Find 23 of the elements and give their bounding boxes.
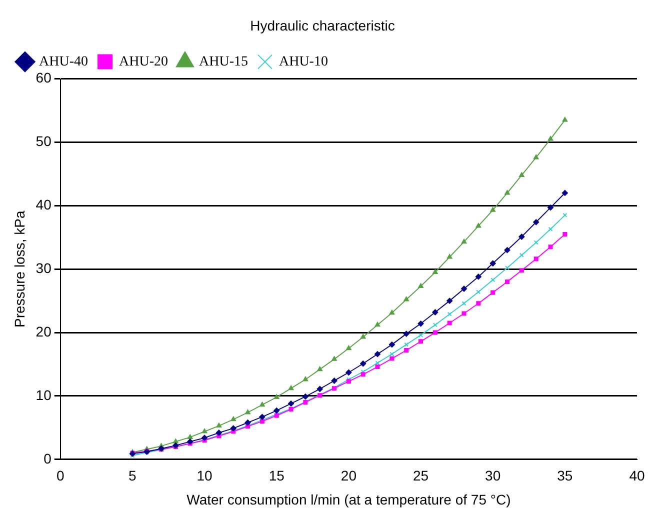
- legend-label: AHU-40: [39, 54, 88, 70]
- x-tick-label: 15: [268, 468, 285, 484]
- y-tick-label: 10: [36, 386, 52, 403]
- legend-label: AHU-15: [198, 54, 248, 70]
- y-tick-label: 40: [36, 196, 52, 213]
- x-tick-label: 30: [485, 468, 501, 484]
- legend-label: AHU-10: [278, 54, 328, 70]
- y-tick-label: 50: [36, 133, 52, 150]
- y-tick-label: 20: [36, 323, 52, 340]
- legend-label: AHU-20: [118, 54, 168, 70]
- x-tick-label: 35: [557, 468, 573, 484]
- x-tick-label: 0: [56, 468, 64, 484]
- y-tick-label: 0: [44, 450, 52, 466]
- y-axis-title: Pressure loss, kPa: [11, 210, 28, 328]
- x-tick-label: 25: [412, 468, 429, 484]
- x-axis-title: Water consumption l/min (at a temperature of 75 °C): [186, 491, 511, 508]
- chart-title: Hydraulic characteristic: [250, 17, 395, 34]
- x-tick-label: 20: [340, 468, 357, 484]
- y-tick-label: 30: [36, 260, 52, 276]
- x-tick-label: 10: [196, 468, 213, 484]
- x-tick-label: 5: [128, 468, 137, 484]
- y-tick-label: 60: [36, 70, 52, 86]
- x-tick-label: 40: [629, 468, 645, 484]
